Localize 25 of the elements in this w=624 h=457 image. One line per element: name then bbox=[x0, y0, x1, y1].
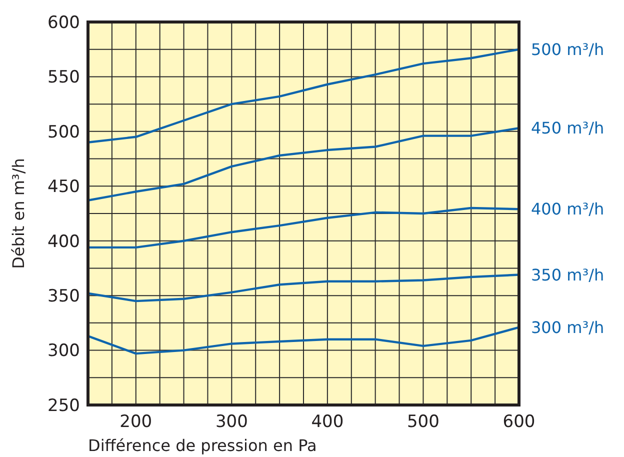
x-tick-label: 300 bbox=[215, 412, 248, 432]
y-tick-label: 350 bbox=[48, 286, 80, 307]
x-axis-title: Différence de pression en Pa bbox=[88, 436, 317, 455]
series-label: 300 m³/h bbox=[531, 318, 604, 337]
x-tick-label: 400 bbox=[311, 412, 344, 432]
series-label: 350 m³/h bbox=[531, 265, 604, 284]
line-series bbox=[86, 48, 520, 144]
y-tick-label: 500 bbox=[48, 122, 80, 142]
x-tick-label: 500 bbox=[406, 412, 440, 432]
line-series bbox=[86, 326, 520, 355]
series-label: 450 m³/h bbox=[531, 118, 604, 138]
y-axis-title: Débit en m³/h bbox=[9, 158, 28, 269]
y-tick-label: 300 bbox=[48, 341, 80, 362]
series-label: 400 m³/h bbox=[531, 200, 604, 219]
line-series bbox=[86, 274, 520, 302]
y-tick-label: 400 bbox=[48, 232, 80, 252]
x-tick-label: 600 bbox=[502, 412, 536, 432]
series-label: 500 m³/h bbox=[531, 40, 604, 59]
y-tick-label: 450 bbox=[48, 177, 80, 198]
y-tick-label: 550 bbox=[48, 68, 80, 88]
line-series bbox=[86, 127, 520, 202]
line-series bbox=[86, 206, 520, 249]
y-tick-label: 600 bbox=[48, 12, 80, 33]
x-tick-label: 200 bbox=[120, 412, 152, 432]
y-tick-label: 250 bbox=[48, 396, 80, 416]
